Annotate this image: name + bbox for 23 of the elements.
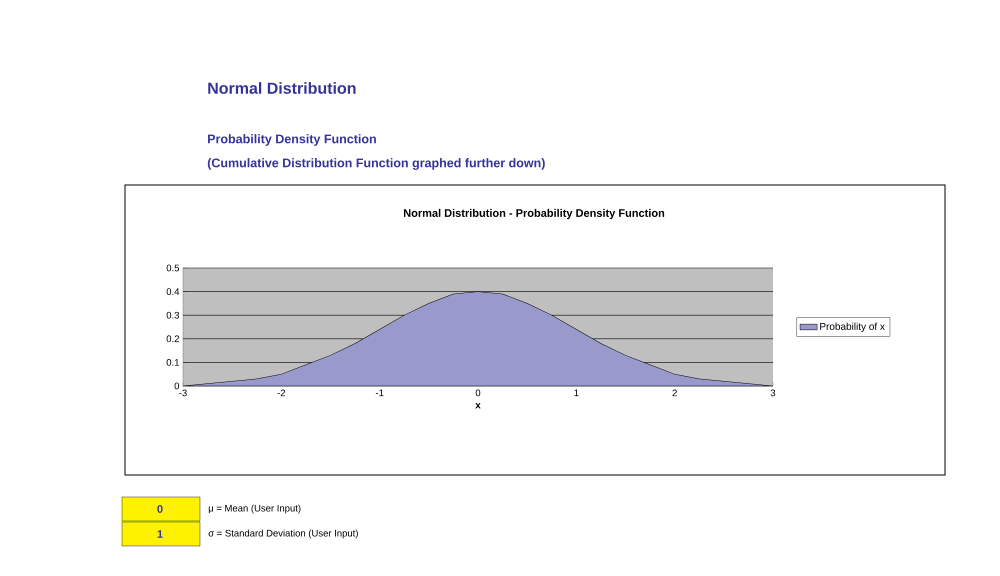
text: Normal Distribution xyxy=(208,82,356,94)
text: μ = Mean (User Input) xyxy=(208,504,300,514)
x-tick-label: 3 xyxy=(770,390,776,396)
y-tick-label: 0.5 xyxy=(166,264,180,272)
x-tick-label: 0 xyxy=(476,390,480,396)
text: (Cumulative Distribution Function graphed further down) xyxy=(208,158,545,170)
x-tick-label: -3 xyxy=(179,390,187,396)
text: 1 xyxy=(158,530,163,538)
chart-title: Normal Distribution - Probability Density Function xyxy=(404,208,664,220)
text: Probability Density Function xyxy=(208,134,376,146)
x-tick-label: 2 xyxy=(672,390,677,396)
x-tick-label: -1 xyxy=(376,390,384,396)
x-tick-label: 1 xyxy=(574,390,579,396)
y-tick-label: 0.2 xyxy=(166,335,180,342)
y-tick-label: 0.3 xyxy=(166,312,180,319)
y-tick-label: 0 xyxy=(174,382,180,390)
y-tick-label: 0.1 xyxy=(166,359,180,366)
x-tick-label: -2 xyxy=(278,390,286,396)
text: 0 xyxy=(157,505,163,513)
text: σ = Standard Deviation (User Input) xyxy=(208,530,358,538)
y-tick-label: 0.4 xyxy=(166,288,180,295)
legend-label: Probability of x xyxy=(820,322,885,332)
x-axis-title: x xyxy=(475,403,481,408)
